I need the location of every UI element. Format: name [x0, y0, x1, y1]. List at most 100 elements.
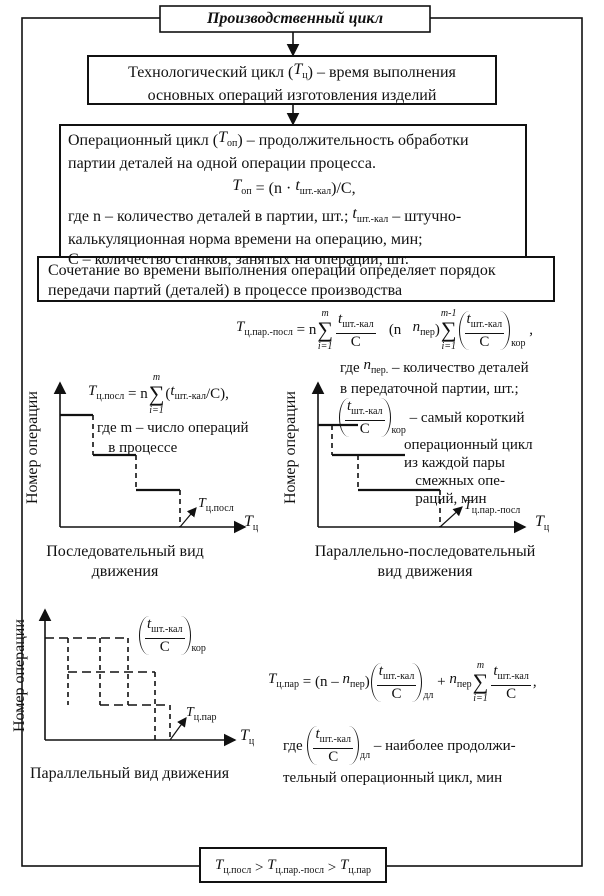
- symbol-base: T: [232, 177, 242, 194]
- text: – штучно-: [388, 208, 462, 225]
- line: Параллельно-последовательный: [300, 542, 550, 562]
- text: ) – время выполнения: [307, 64, 456, 81]
- symbol-base: t: [493, 662, 498, 679]
- formula: Tоп = (n · tшт.-кал)/C,: [68, 176, 520, 202]
- subscript: кор: [391, 425, 406, 436]
- symbol: tшт.-кал: [170, 381, 206, 407]
- step: [318, 423, 440, 492]
- line: Номер операции: [282, 391, 300, 504]
- text: в передаточной партии, шт.;: [340, 381, 519, 397]
- note: операционный цикл из каждой пары смежных …: [404, 436, 533, 508]
- text: = n: [292, 322, 317, 338]
- symbol-base: t: [147, 616, 152, 632]
- label: Tц.пар.-посл: [464, 496, 520, 521]
- text: движения: [91, 563, 159, 580]
- symbol-base: T: [198, 496, 206, 511]
- box: [199, 847, 387, 883]
- line-content: Номер операции: [282, 391, 300, 504]
- line: Номер операции: [24, 391, 42, 504]
- parentheses: tшт.-кал C: [339, 398, 391, 437]
- line: Tц: [244, 512, 258, 538]
- sum-lower: i=1: [149, 405, 164, 416]
- box: [87, 55, 497, 105]
- line-content: Tц.пар.-посл = n m ∑ i=1 tшт.-кал C (n nпер) m…: [236, 308, 533, 352]
- symbol: Tц.пар: [268, 669, 299, 695]
- symbol: nпер: [342, 669, 364, 695]
- subscript: ц.посл: [96, 391, 125, 402]
- symbol: Tц.посл: [215, 855, 251, 881]
- line-content: Последовательный вид: [46, 542, 204, 562]
- symbol-base: t: [378, 662, 383, 679]
- text: C: [391, 685, 402, 702]
- text: – самый короткий: [405, 409, 525, 426]
- pointer: [179, 507, 197, 528]
- symbol: nпер: [449, 669, 471, 695]
- subscript: ц.пар: [276, 679, 299, 690]
- caption: Параллельно-последовательный вид движения: [300, 542, 550, 582]
- x-axis-label: Tц: [244, 512, 258, 538]
- line: партии деталей на одной операции процесс…: [68, 154, 520, 174]
- fraction: tшт.-кал C: [313, 726, 353, 765]
- text: из каждой пары: [404, 455, 505, 471]
- line-content: раций, мин: [404, 490, 486, 508]
- symbol-base: t: [466, 310, 471, 327]
- text: Сочетание во времени выполнения операций…: [48, 262, 496, 279]
- symbol-base: t: [170, 383, 175, 399]
- denominator: C: [390, 686, 404, 702]
- text: Технологический цикл (: [128, 64, 294, 81]
- text: где m – число операций: [97, 420, 249, 436]
- symbol-base: T: [236, 319, 245, 335]
- sum-sign: ∑: [317, 317, 334, 342]
- numerator: tшт.-кал: [345, 398, 385, 421]
- numerator: tшт.-кал: [491, 663, 531, 686]
- y-axis-label: Номер операции: [24, 391, 42, 504]
- line: передачи партий (деталей) в процессе про…: [48, 281, 496, 301]
- text: (: [165, 386, 171, 402]
- symbol-base: t: [315, 726, 320, 742]
- note: где m – число операций в процессе: [97, 418, 249, 458]
- symbol: tшт.-кал: [378, 662, 415, 682]
- fraction: tшт.-кал C: [145, 616, 185, 655]
- pointer: [439, 506, 463, 528]
- symbol: tшт.-кал: [352, 204, 388, 230]
- symbol-base: T: [88, 383, 97, 399]
- text: +: [433, 674, 450, 690]
- symbol-base: n: [412, 319, 421, 335]
- subscript: кор: [511, 337, 526, 349]
- label: Tц.посл: [198, 494, 234, 519]
- sum: m ∑ i=1: [149, 372, 165, 416]
- numerator: tшт.-кал: [336, 311, 376, 334]
- line: движения: [30, 562, 220, 582]
- title-box: [159, 5, 431, 33]
- fraction: tшт.-кал C: [336, 311, 376, 350]
- text: ,: [525, 322, 533, 338]
- symbol: Tц: [244, 512, 258, 538]
- text: смежных опе-: [404, 473, 505, 489]
- parentheses: tшт.-кал C: [139, 616, 191, 655]
- symbol-base: T: [340, 857, 349, 873]
- line-content: где n – количество деталей в партии, шт.…: [68, 204, 461, 230]
- line: Tц.посл > Tц.пар.-посл > Tц.пар: [200, 855, 386, 881]
- line-content: операционный цикл: [404, 436, 533, 454]
- symbol-base: T: [535, 513, 544, 530]
- subscript: шт.-кал: [382, 670, 415, 682]
- caption: Последовательный вид движения: [30, 542, 220, 582]
- denominator: C: [326, 749, 340, 765]
- symbol-base: t: [295, 177, 300, 194]
- subscript: пер.: [370, 365, 389, 376]
- subscript: шт.-кал: [319, 734, 351, 745]
- line-content: движения: [92, 562, 159, 582]
- subscript: пер: [349, 679, 365, 690]
- text: C: [328, 749, 339, 765]
- sum: m ∑ i=1: [473, 660, 489, 704]
- symbol: Tц.посл: [88, 381, 124, 407]
- line: Tц.пар.-посл: [464, 496, 520, 521]
- denominator: C: [349, 334, 363, 350]
- subscript: ц.пар.-посл: [471, 505, 521, 516]
- symbol: tшт.-кал: [338, 311, 374, 330]
